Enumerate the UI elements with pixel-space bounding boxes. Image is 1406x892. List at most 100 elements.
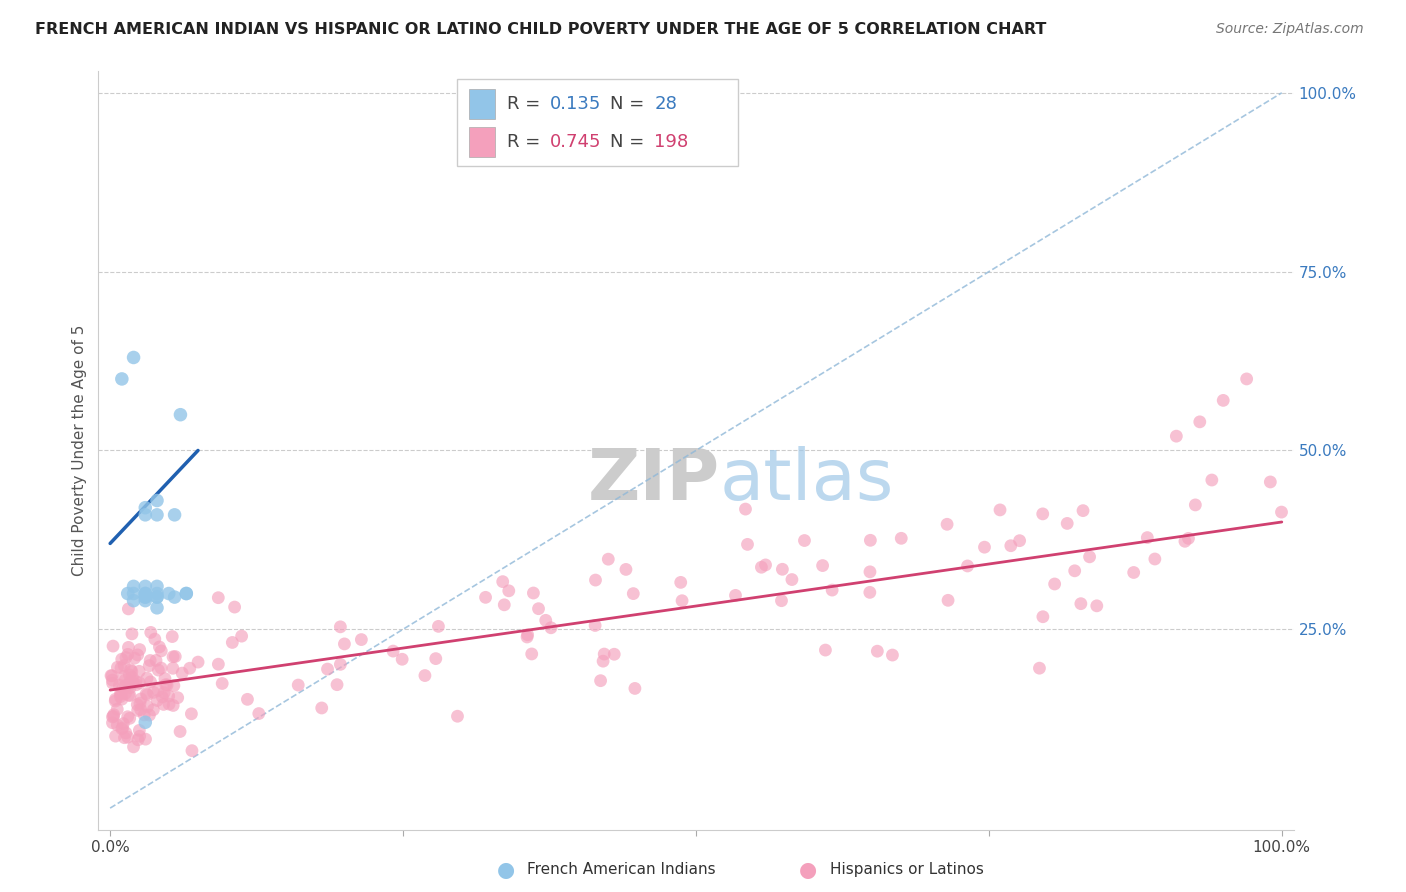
Text: R =: R = — [508, 95, 546, 113]
Point — [124, 651, 146, 665]
Point — [153, 686, 176, 700]
Point — [585, 573, 607, 587]
Point — [1177, 532, 1199, 546]
Point — [413, 668, 436, 682]
Point — [169, 724, 191, 739]
Point — [540, 621, 562, 635]
Point — [146, 493, 169, 508]
Point — [157, 586, 180, 600]
Point — [110, 661, 132, 675]
Point — [224, 600, 246, 615]
Point — [111, 372, 134, 386]
Point — [146, 600, 169, 615]
Point — [150, 661, 173, 675]
Point — [117, 730, 139, 744]
Text: Source: ZipAtlas.com: Source: ZipAtlas.com — [1216, 22, 1364, 37]
Point — [956, 558, 979, 573]
Point — [115, 650, 138, 665]
Text: 0.135: 0.135 — [550, 95, 602, 113]
Point — [859, 565, 882, 579]
Point — [134, 590, 156, 604]
Point — [179, 661, 201, 675]
Point — [134, 707, 156, 722]
Point — [614, 562, 637, 576]
Point — [114, 731, 136, 745]
Point — [138, 708, 160, 723]
Point — [146, 683, 169, 698]
Point — [105, 718, 128, 732]
Point — [150, 690, 173, 704]
Point — [129, 696, 152, 710]
Point — [671, 593, 693, 607]
FancyBboxPatch shape — [470, 127, 495, 157]
Point — [112, 669, 135, 683]
Point — [146, 590, 169, 604]
Point — [112, 716, 135, 731]
Point — [724, 588, 747, 602]
Point — [108, 678, 131, 692]
Text: FRENCH AMERICAN INDIAN VS HISPANIC OR LATINO CHILD POVERTY UNDER THE AGE OF 5 CO: FRENCH AMERICAN INDIAN VS HISPANIC OR LA… — [35, 22, 1046, 37]
Point — [236, 692, 259, 706]
Point — [111, 652, 134, 666]
Point — [247, 706, 270, 721]
Point — [207, 591, 229, 605]
Point — [127, 698, 149, 712]
Point — [751, 560, 773, 574]
Point — [1056, 516, 1078, 531]
Point — [163, 590, 186, 604]
Point — [101, 676, 124, 690]
Point — [1008, 533, 1031, 548]
Point — [593, 647, 616, 661]
Point — [494, 598, 516, 612]
Text: R =: R = — [508, 133, 546, 151]
Point — [121, 627, 143, 641]
Point — [174, 586, 197, 600]
Point — [157, 697, 180, 711]
Point — [287, 678, 309, 692]
Point — [120, 681, 142, 695]
Point — [172, 666, 194, 681]
Point — [122, 739, 145, 754]
Point — [118, 711, 141, 725]
Point — [121, 676, 143, 690]
Point — [134, 593, 156, 607]
Point — [111, 721, 134, 735]
Point — [114, 678, 136, 692]
Point — [127, 732, 149, 747]
Point — [936, 517, 959, 532]
Point — [516, 630, 538, 644]
Point — [104, 692, 127, 706]
Point — [583, 618, 606, 632]
Point — [936, 593, 959, 607]
Point — [134, 586, 156, 600]
Point — [156, 678, 179, 692]
Point — [122, 579, 145, 593]
Point — [146, 693, 169, 707]
Text: French American Indians: French American Indians — [527, 863, 716, 877]
Text: ●: ● — [800, 860, 817, 880]
Point — [139, 625, 162, 640]
Point — [101, 669, 124, 683]
Point — [110, 687, 132, 701]
Point — [162, 630, 184, 644]
Point — [122, 351, 145, 365]
Point — [187, 655, 209, 669]
Y-axis label: Child Poverty Under the Age of 5: Child Poverty Under the Age of 5 — [72, 325, 87, 576]
Point — [181, 744, 204, 758]
Point — [118, 689, 141, 703]
Point — [669, 575, 692, 590]
Point — [516, 628, 538, 642]
Point — [134, 579, 156, 593]
Point — [117, 648, 139, 662]
Text: 0.745: 0.745 — [550, 133, 602, 151]
Point — [136, 699, 159, 714]
Point — [231, 629, 253, 643]
Point — [117, 688, 139, 702]
Point — [134, 590, 156, 604]
Point — [152, 698, 174, 712]
Point — [1166, 429, 1188, 443]
Point — [143, 632, 166, 646]
Text: 28: 28 — [654, 95, 678, 113]
Point — [115, 726, 138, 740]
Point — [107, 660, 129, 674]
